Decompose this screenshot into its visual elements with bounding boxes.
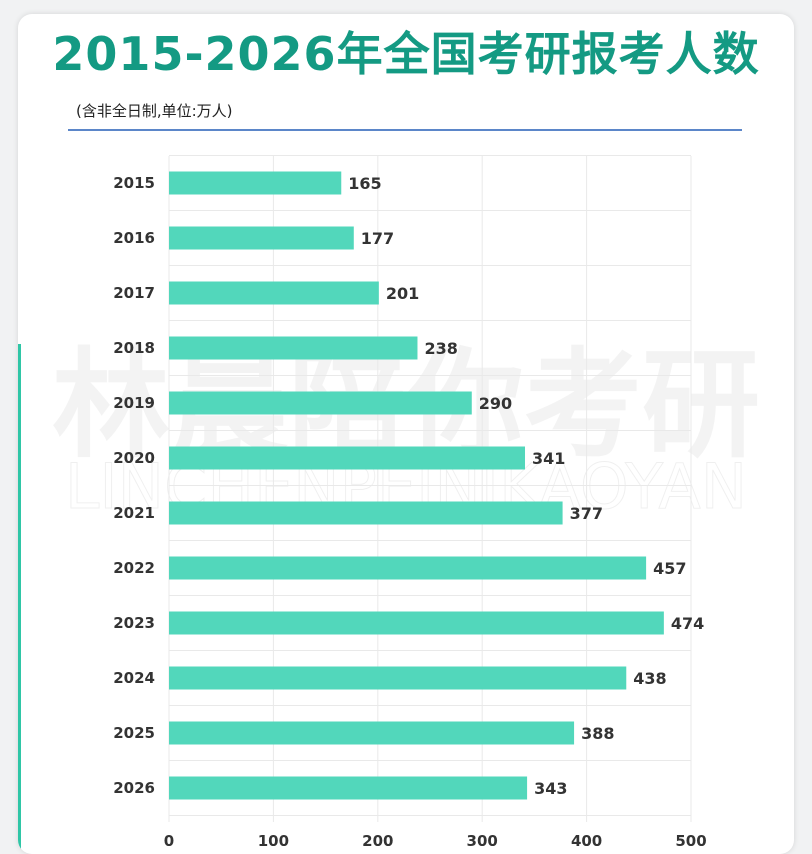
left-accent-line bbox=[18, 344, 21, 854]
data-label-2026: 343 bbox=[534, 779, 567, 798]
x-tick-label-2: 200 bbox=[362, 832, 393, 850]
category-label-2020: 2020 bbox=[113, 449, 155, 467]
category-label-2022: 2022 bbox=[113, 559, 155, 577]
category-label-2016: 2016 bbox=[113, 229, 155, 247]
data-label-2025: 388 bbox=[581, 724, 614, 743]
data-label-2017: 201 bbox=[386, 284, 419, 303]
bar-2022 bbox=[169, 556, 647, 580]
bar-2025 bbox=[169, 721, 575, 745]
x-tick-label-5: 500 bbox=[675, 832, 706, 850]
data-label-2020: 341 bbox=[532, 449, 565, 468]
data-label-2018: 238 bbox=[424, 339, 457, 358]
data-label-2019: 290 bbox=[479, 394, 512, 413]
grid bbox=[168, 155, 692, 822]
bar-2023 bbox=[169, 611, 664, 635]
category-label-2023: 2023 bbox=[113, 614, 155, 632]
category-label-2026: 2026 bbox=[113, 779, 155, 797]
bar-2024 bbox=[169, 666, 627, 690]
title-divider bbox=[68, 129, 742, 131]
x-tick-label-1: 100 bbox=[258, 832, 289, 850]
bar-2018 bbox=[169, 336, 418, 360]
chart-card: 林晨陪你考研 LINCHENPEINIKAOYAN 2015 165 2016 177… bbox=[18, 14, 794, 854]
bar-chart: 林晨陪你考研 LINCHENPEINIKAOYAN 2015 165 2016 177… bbox=[52, 155, 760, 850]
x-tick-label-4: 400 bbox=[571, 832, 602, 850]
bar-2020 bbox=[169, 446, 526, 470]
x-axis-ticks: 0 100 200 300 400 500 bbox=[164, 832, 707, 850]
category-label-2024: 2024 bbox=[113, 669, 155, 687]
chart-subtitle: (含非全日制,单位:万人) bbox=[76, 102, 233, 120]
data-label-2015: 165 bbox=[348, 174, 381, 193]
chart-title: 2015-2026年全国考研报考人数 bbox=[52, 27, 760, 81]
bars bbox=[169, 171, 664, 800]
bar-2019 bbox=[169, 391, 472, 415]
bar-2016 bbox=[169, 226, 354, 250]
data-label-2016: 177 bbox=[361, 229, 394, 248]
bar-2021 bbox=[169, 501, 563, 525]
category-label-2017: 2017 bbox=[113, 284, 155, 302]
bar-2026 bbox=[169, 776, 528, 800]
data-label-2022: 457 bbox=[653, 559, 686, 578]
data-label-2021: 377 bbox=[570, 504, 603, 523]
watermark: 林晨陪你考研 LINCHENPEINIKAOYAN bbox=[52, 336, 760, 524]
x-tick-label-0: 0 bbox=[164, 832, 174, 850]
data-label-2024: 438 bbox=[633, 669, 666, 688]
x-tick-label-3: 300 bbox=[467, 832, 498, 850]
category-label-2018: 2018 bbox=[113, 339, 155, 357]
category-label-2019: 2019 bbox=[113, 394, 155, 412]
category-label-2021: 2021 bbox=[113, 504, 155, 522]
labels: 2015 165 2016 177 2017 201 2018 238 2019 290 2020 3… bbox=[113, 174, 704, 798]
category-label-2025: 2025 bbox=[113, 724, 155, 742]
bar-2017 bbox=[169, 281, 379, 305]
data-label-2023: 474 bbox=[671, 614, 704, 633]
category-label-2015: 2015 bbox=[113, 174, 155, 192]
bar-2015 bbox=[169, 171, 342, 195]
